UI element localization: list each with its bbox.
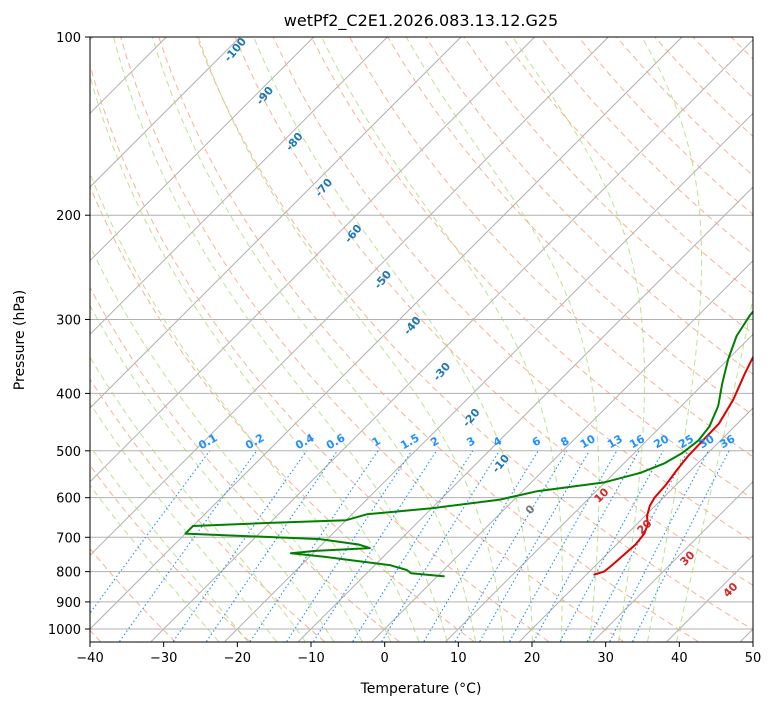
isotherm-line	[90, 37, 388, 336]
x-tick-label: −40	[76, 651, 103, 666]
moist-adiabat-line	[90, 402, 277, 642]
grid-layer	[90, 37, 753, 642]
dry-adiabat-line	[501, 37, 753, 295]
mixing-ratio-lines	[90, 450, 730, 642]
x-tick-label: −30	[150, 651, 177, 666]
isotherm-line	[150, 38, 753, 642]
x-tick-label: −10	[297, 651, 324, 666]
y-tick-label: 900	[56, 596, 81, 611]
isotherm-line	[371, 259, 753, 642]
dry-adiabat-line	[90, 378, 325, 642]
moist-adiabat-line	[90, 171, 392, 642]
x-axis-title: Temperature (°C)	[360, 681, 482, 697]
moist-adiabat-line	[90, 356, 306, 642]
isotherm-line	[90, 37, 315, 262]
moist-adiabat-line	[113, 37, 448, 642]
isotherm-line	[90, 37, 241, 188]
y-tick-label: 500	[56, 445, 81, 460]
plot-frame	[89, 36, 754, 643]
isotherm-line	[445, 333, 753, 642]
x-tick-label: 20	[524, 651, 541, 666]
isotherm-line	[519, 407, 753, 642]
x-tick-label: 0	[381, 651, 389, 666]
moist-adiabat-line	[512, 37, 645, 642]
y-tick-label: 100	[56, 31, 81, 46]
mixing-ratio-line	[381, 450, 500, 642]
isotherm-line	[90, 37, 536, 483]
x-tick-label: 50	[745, 651, 762, 666]
x-tick-label: 10	[450, 651, 467, 666]
mixing-ratio-line	[249, 450, 379, 642]
mixing-ratio-line	[90, 450, 211, 615]
mixing-ratio-line	[119, 450, 258, 642]
dry-adiabat-line	[196, 37, 753, 631]
x-tick-label: 30	[597, 651, 614, 666]
isotherm-line	[90, 37, 609, 557]
moist-adiabats	[90, 37, 753, 642]
mixing-ratio-line	[313, 450, 438, 642]
x-tick-label: −20	[224, 651, 251, 666]
temperature-line	[593, 354, 753, 576]
y-tick-label: 600	[56, 492, 81, 507]
mixing-ratio-line	[632, 450, 730, 642]
mixing-ratio-line	[205, 450, 338, 642]
x-tick-label: 40	[671, 651, 688, 666]
dry-adiabat-line	[90, 63, 549, 642]
dry-adiabats	[90, 37, 775, 642]
mixing-ratio-line	[559, 450, 664, 642]
y-tick-label: 400	[56, 387, 81, 402]
isotherm-line	[592, 480, 753, 642]
moist-adiabat-line	[90, 74, 420, 642]
dry-adiabat-line	[90, 464, 251, 642]
y-tick-label: 1000	[48, 623, 81, 638]
moist-adiabat-line	[90, 484, 219, 642]
moist-adiabat-line	[151, 37, 476, 642]
moist-adiabat-line	[90, 304, 335, 642]
mixing-ratio-line	[172, 450, 308, 642]
axis-ticks: −40 −30 −20 −10 0 10 20 30 40 50 100 200 300 400 500 60…	[48, 31, 761, 666]
isotherm-line	[90, 37, 683, 630]
moist-adiabat-line	[321, 37, 563, 642]
moist-adiabat-line	[197, 37, 505, 642]
dry-adiabat-line	[158, 37, 699, 642]
dry-adiabat-line	[272, 37, 753, 543]
mixing-ratio-line	[533, 450, 640, 642]
moist-adiabat-line	[90, 444, 248, 642]
dry-adiabat-line	[769, 37, 775, 642]
moist-adiabat-line	[90, 244, 363, 642]
y-tick-label: 700	[56, 531, 81, 546]
y-tick-label: 800	[56, 566, 81, 581]
dry-adiabat-line	[310, 37, 753, 500]
moist-adiabat-line	[405, 37, 600, 642]
isotherm-line	[90, 37, 462, 409]
chart-title: wetPf2_C2E1.2026.083.13.12.G25	[284, 11, 558, 31]
mixing-ratio-line	[509, 450, 618, 642]
moist-adiabat-line	[676, 295, 753, 642]
dewpoint-line	[184, 310, 753, 578]
moist-adiabat-line	[641, 37, 702, 642]
moist-adiabat-line	[253, 37, 533, 642]
y-tick-label: 300	[56, 313, 81, 328]
mixing-ratio-line	[286, 450, 413, 642]
dry-adiabat-line	[234, 37, 753, 586]
y-tick-label: 200	[56, 209, 81, 224]
plot-background	[90, 37, 753, 642]
y-axis-title: Pressure (hPa)	[12, 290, 28, 390]
sounding-series	[184, 310, 753, 578]
